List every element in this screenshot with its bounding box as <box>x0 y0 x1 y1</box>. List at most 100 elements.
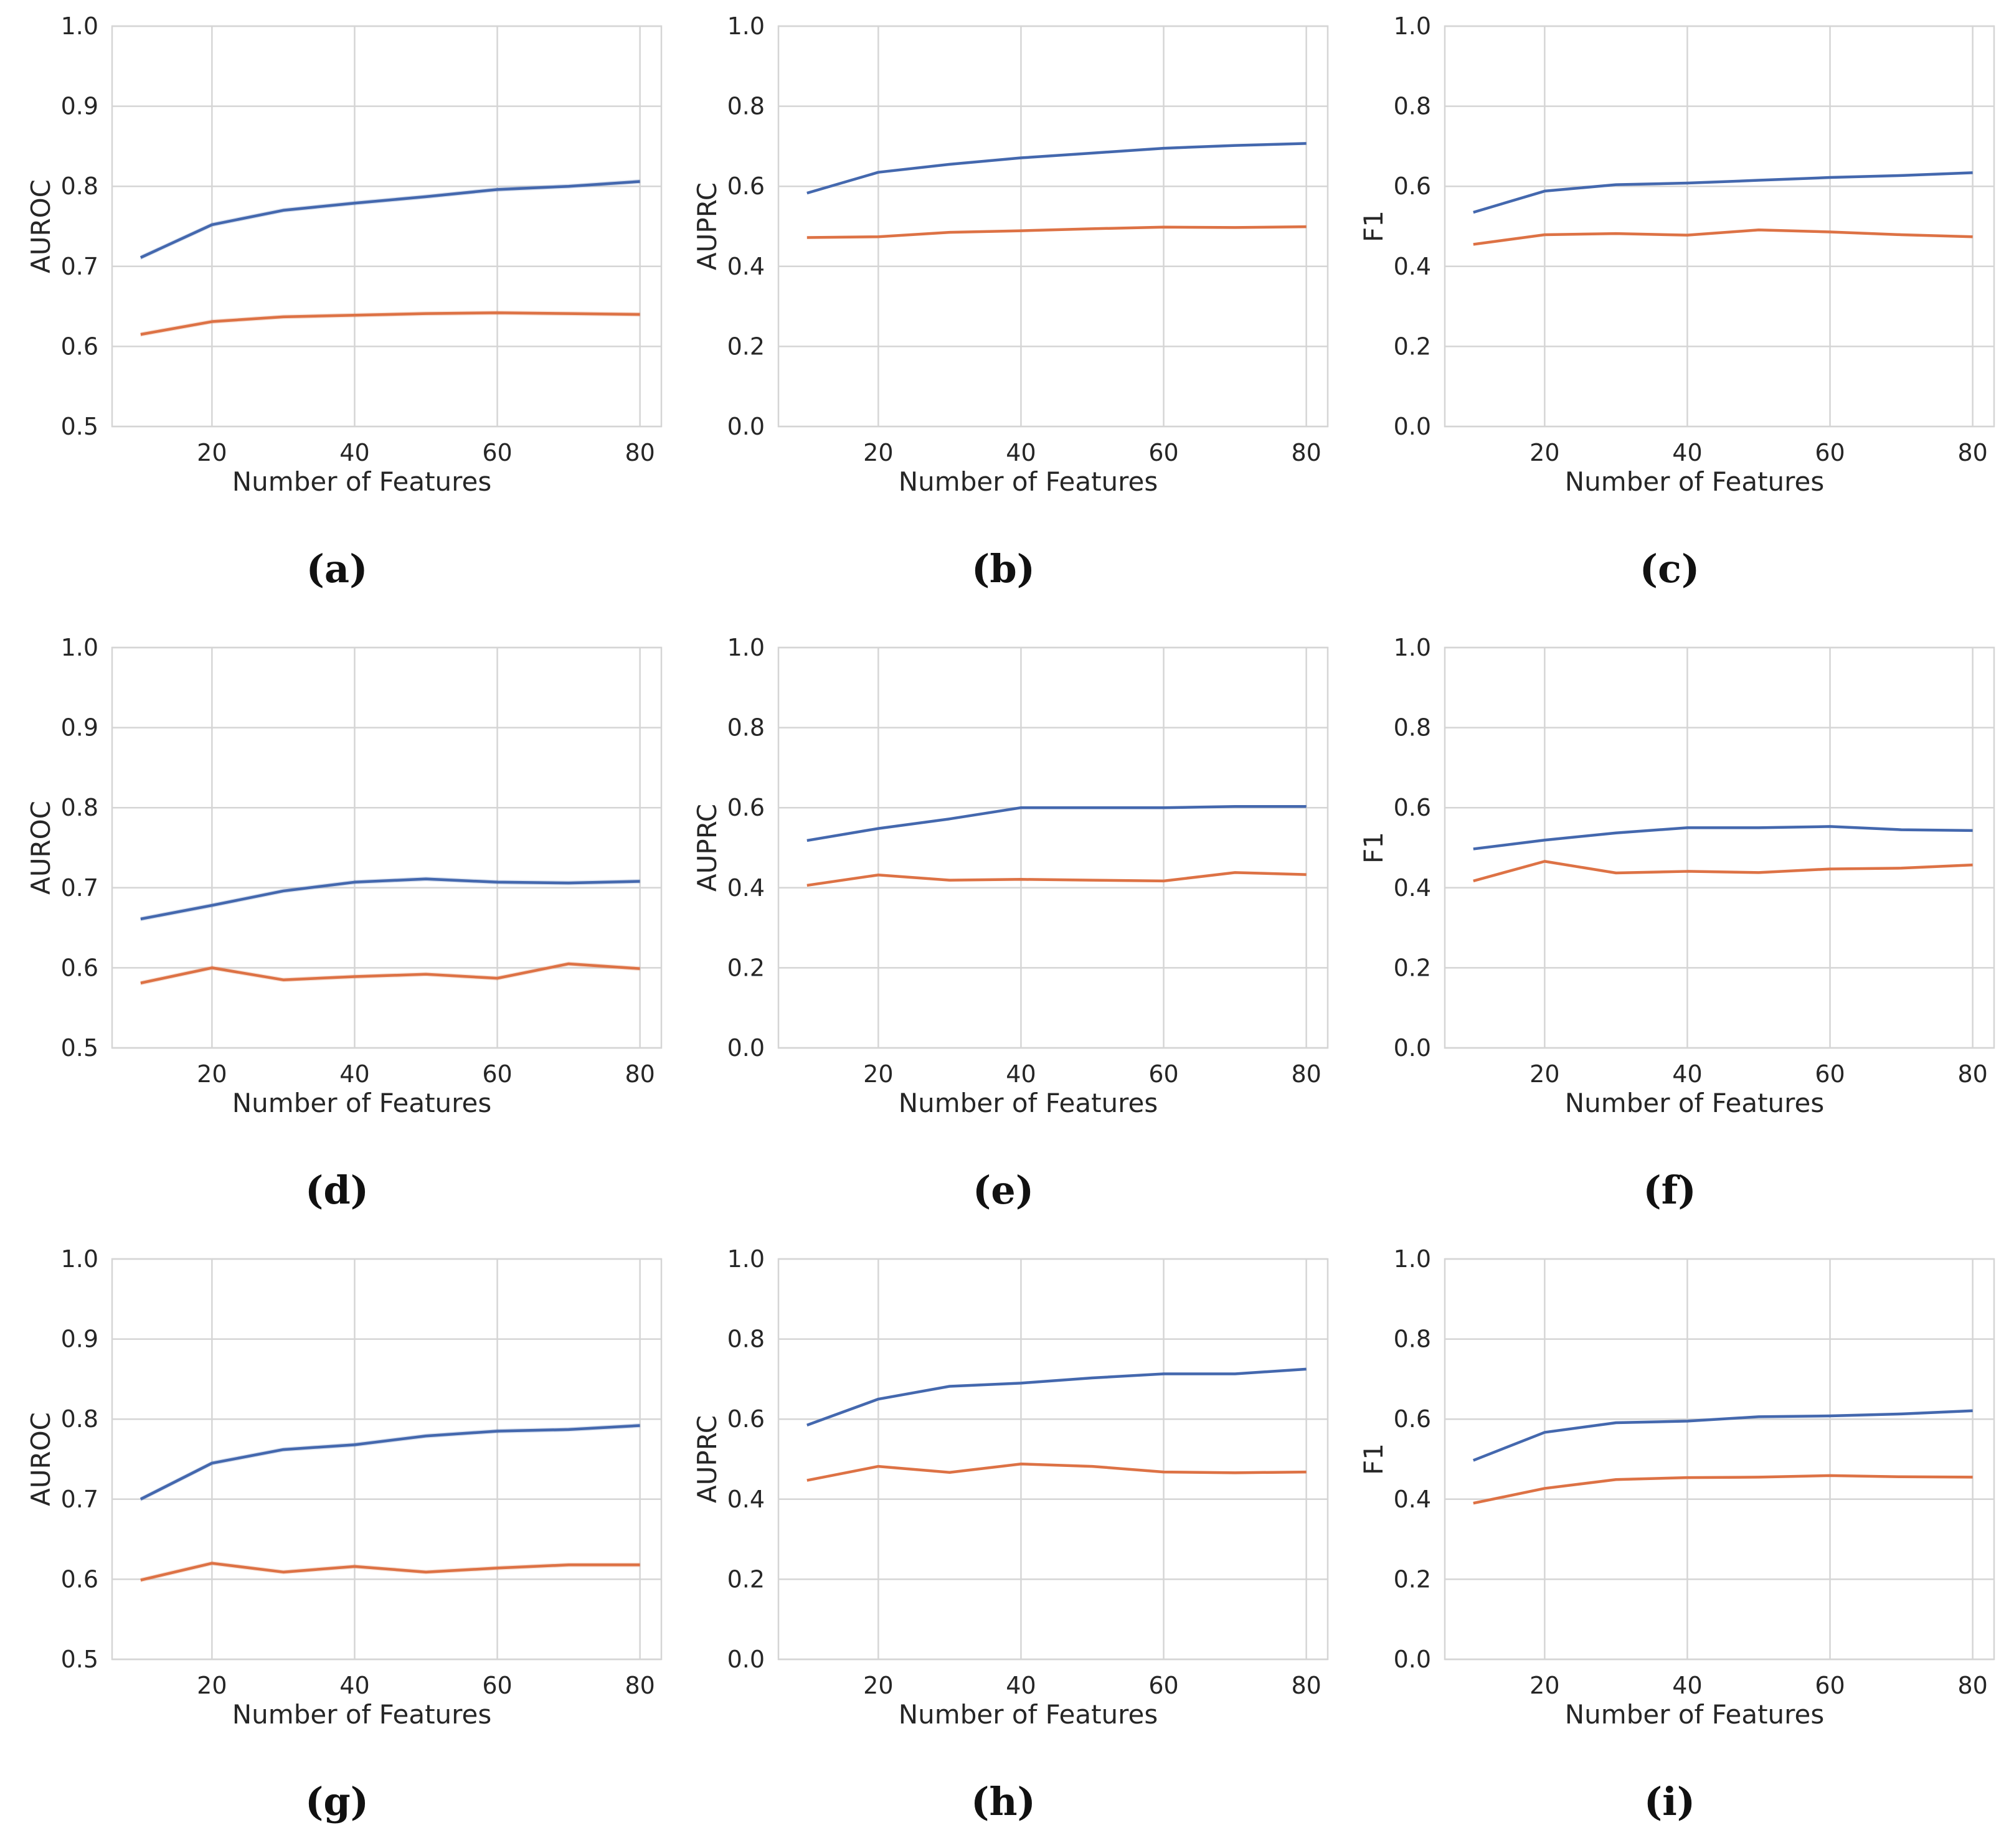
plot-frame <box>111 1258 663 1661</box>
y-tick-label: 0.4 <box>727 1486 765 1513</box>
y-tick-label: 0.2 <box>1394 1565 1431 1593</box>
y-tick-label: 0.2 <box>727 332 765 360</box>
y-tick-label: 1.0 <box>727 634 765 661</box>
x-tick-label: 40 <box>1672 439 1702 466</box>
y-axis-label: F1 <box>1358 1443 1389 1475</box>
plot-frame <box>1444 25 1995 428</box>
y-tick-label: 0.0 <box>727 413 765 440</box>
x-tick-label: 40 <box>1006 1060 1036 1088</box>
y-tick-label: 0.7 <box>61 874 98 902</box>
plot-frame <box>111 25 663 428</box>
x-tick-label: 80 <box>1957 1672 1987 1699</box>
x-tick-label: 80 <box>1957 439 1987 466</box>
x-tick-label: 60 <box>1148 1672 1178 1699</box>
y-tick-label: 1.0 <box>727 12 765 40</box>
x-tick-label: 40 <box>1672 1672 1702 1699</box>
x-tick-label: 80 <box>625 1060 655 1088</box>
chart-panel-4: 0.5 0.6 0.7 0.8 0.9 1.0 20 40 60 80 Number of Feat… <box>26 634 663 1213</box>
x-tick-label: 40 <box>339 1672 369 1699</box>
y-tick-label: 0.0 <box>727 1646 765 1673</box>
x-tick-label: 40 <box>1006 1672 1036 1699</box>
x-tick-label: 40 <box>1006 439 1036 466</box>
y-tick-label: 0.0 <box>1394 413 1431 440</box>
y-axis-label: AUPRC <box>692 182 722 270</box>
y-tick-label: 1.0 <box>1394 634 1431 661</box>
x-tick-label: 40 <box>1672 1060 1702 1088</box>
panel-caption: (b) <box>972 546 1035 592</box>
panel-caption: (c) <box>1640 546 1700 592</box>
series-line-series_a <box>1472 1409 1973 1462</box>
y-tick-label: 0.8 <box>1394 714 1431 742</box>
x-axis-label: Number of Features <box>1565 1088 1825 1118</box>
y-axis-label: AUROC <box>26 1412 56 1506</box>
series-line-series_b <box>806 1462 1307 1482</box>
y-tick-label: 0.7 <box>61 1486 98 1513</box>
series-line-series_b <box>140 311 640 336</box>
y-tick-label: 0.9 <box>61 93 98 120</box>
x-axis-label: Number of Features <box>899 1699 1158 1730</box>
plot-frame <box>1444 1258 1995 1661</box>
plot-frame <box>777 646 1329 1049</box>
y-tick-label: 0.6 <box>1394 172 1431 200</box>
y-tick-label: 0.4 <box>727 253 765 280</box>
chart-panel-1: 0.5 0.6 0.7 0.8 0.9 1.0 20 40 60 80 Number of Feat… <box>26 12 663 592</box>
y-tick-label: 0.8 <box>61 1405 98 1433</box>
y-tick-label: 0.9 <box>61 1326 98 1353</box>
y-tick-label: 0.2 <box>1394 332 1431 360</box>
x-tick-label: 80 <box>1291 1672 1321 1699</box>
x-axis-label: Number of Features <box>899 466 1158 497</box>
y-tick-label: 0.6 <box>1394 1405 1431 1433</box>
y-tick-label: 0.8 <box>1394 1326 1431 1353</box>
y-axis-label: F1 <box>1358 210 1389 242</box>
panel-caption: (g) <box>305 1779 369 1824</box>
x-tick-label: 20 <box>197 1672 227 1699</box>
y-tick-label: 0.8 <box>1394 93 1431 120</box>
panel-caption: (d) <box>305 1167 369 1213</box>
plot-frame <box>777 1258 1329 1661</box>
y-tick-label: 1.0 <box>61 1245 98 1273</box>
y-tick-label: 0.6 <box>1394 794 1431 821</box>
confidence-band-series_b <box>140 961 640 986</box>
x-tick-label: 60 <box>482 439 512 466</box>
confidence-band-series_a <box>140 179 640 260</box>
series-line-series_a <box>1473 825 1973 851</box>
y-tick-label: 0.8 <box>727 1326 765 1353</box>
y-tick-label: 0.4 <box>1394 874 1431 902</box>
x-tick-label: 20 <box>863 1060 893 1088</box>
x-tick-label: 20 <box>197 1060 227 1088</box>
confidence-band-series_a <box>1473 1409 1973 1462</box>
x-tick-label: 20 <box>863 439 893 466</box>
y-tick-label: 0.5 <box>61 413 98 440</box>
y-axis-label: AUROC <box>26 801 56 895</box>
panel-caption: (e) <box>973 1167 1034 1213</box>
series-line-series_a <box>1473 171 1973 214</box>
y-tick-label: 0.6 <box>61 954 98 981</box>
y-tick-label: 0.4 <box>1394 253 1431 280</box>
series-line-series_b <box>1473 229 1973 246</box>
y-axis-label: F1 <box>1358 832 1389 864</box>
confidence-band-series_a <box>806 805 1307 842</box>
y-tick-label: 0.4 <box>1394 1486 1431 1513</box>
y-tick-label: 0.8 <box>727 714 765 742</box>
x-axis-label: Number of Features <box>1565 466 1825 497</box>
series-line-series_b <box>1473 860 1973 883</box>
y-tick-label: 1.0 <box>61 12 98 40</box>
y-tick-label: 1.0 <box>727 1245 765 1273</box>
x-axis-label: Number of Features <box>232 466 492 497</box>
series-line-series_a <box>806 1367 1307 1426</box>
series-line-series_a <box>806 142 1307 195</box>
chart-panel-5: 0.0 0.2 0.4 0.6 0.8 1.0 20 40 60 80 Number of Feat… <box>692 634 1329 1213</box>
x-tick-label: 80 <box>625 439 655 466</box>
y-tick-label: 1.0 <box>1394 1245 1431 1273</box>
x-axis-label: Number of Features <box>232 1088 492 1118</box>
x-tick-label: 20 <box>1529 1672 1559 1699</box>
y-axis-label: AUPRC <box>692 804 722 892</box>
x-tick-label: 40 <box>339 1060 369 1088</box>
x-tick-label: 80 <box>1291 1060 1321 1088</box>
x-tick-label: 20 <box>197 439 227 466</box>
chart-panel-8: 0.0 0.2 0.4 0.6 0.8 1.0 20 40 60 80 Number of Feat… <box>692 1245 1329 1824</box>
x-tick-label: 20 <box>1529 1060 1559 1088</box>
x-axis-label: Number of Features <box>232 1699 492 1730</box>
y-tick-label: 0.8 <box>61 172 98 200</box>
